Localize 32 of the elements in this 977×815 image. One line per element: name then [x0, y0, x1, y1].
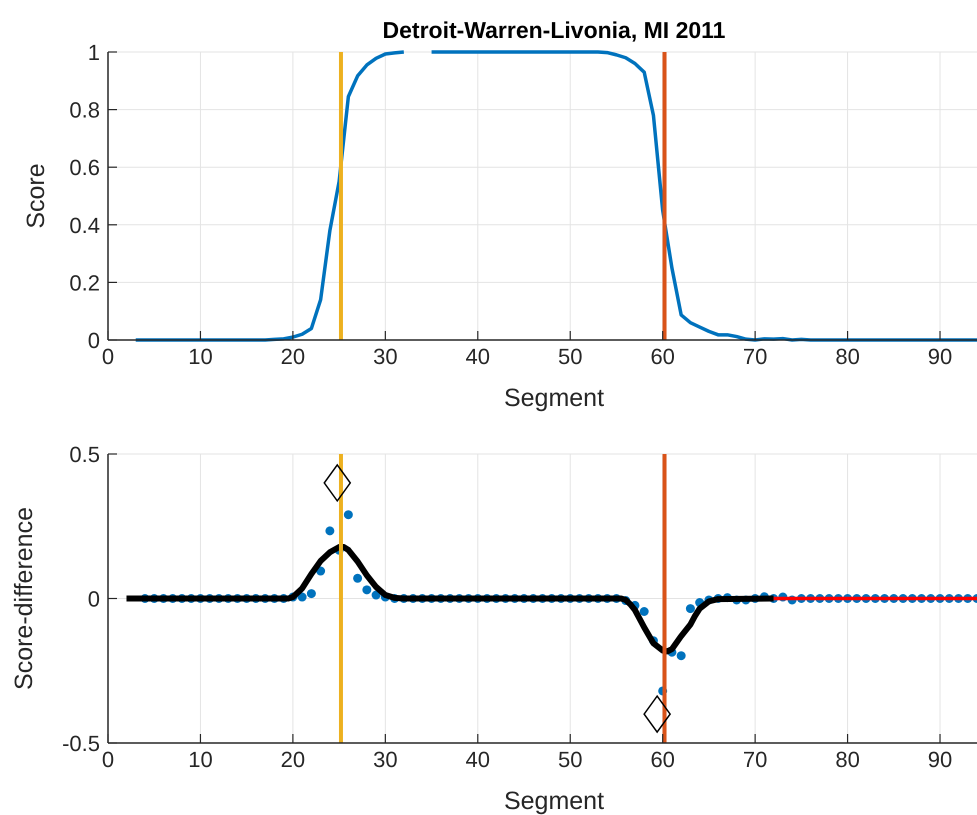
x-tick-label: 50: [558, 344, 582, 369]
y-tick-label: 0.6: [69, 155, 100, 180]
y-tick-label: 0.8: [69, 98, 100, 123]
y-tick-label: 0.5: [69, 442, 100, 467]
x-tick-label: 80: [835, 344, 860, 369]
x-tick-label: 70: [742, 344, 768, 369]
y-tick-label: 0.2: [69, 270, 100, 296]
x-tick-label: 90: [928, 747, 952, 772]
x-tick-label: 90: [928, 344, 952, 369]
x-tick-label: 10: [188, 747, 213, 772]
x-tick-label: 40: [466, 344, 490, 369]
x-tick-label: 10: [188, 344, 213, 369]
x-tick-label: 20: [280, 747, 306, 772]
y-tick-label: 1: [88, 40, 100, 65]
x-tick-label: 80: [835, 747, 860, 772]
y-tick-label: -0.5: [62, 731, 100, 756]
y-tick-label: 0: [88, 328, 100, 353]
x-tick-label: 30: [373, 747, 398, 772]
y-tick-label: 0.4: [69, 212, 100, 238]
y-axis-title: Score: [22, 163, 50, 229]
x-tick-label: 40: [466, 747, 490, 772]
chart-title: Detroit-Warren-Livonia, MI 2011: [382, 17, 726, 43]
x-tick-label: 30: [373, 344, 398, 369]
x-axis-title: Segment: [504, 384, 604, 412]
x-tick-label: 50: [558, 747, 582, 772]
y-axis-title: Score-difference: [10, 507, 38, 690]
x-tick-label: 60: [650, 344, 675, 369]
x-tick-label: 20: [280, 344, 306, 369]
x-axis-title: Segment: [504, 787, 604, 815]
x-tick-label: 70: [742, 747, 768, 772]
x-tick-label: 60: [650, 747, 675, 772]
y-tick-label: 0: [88, 586, 100, 612]
